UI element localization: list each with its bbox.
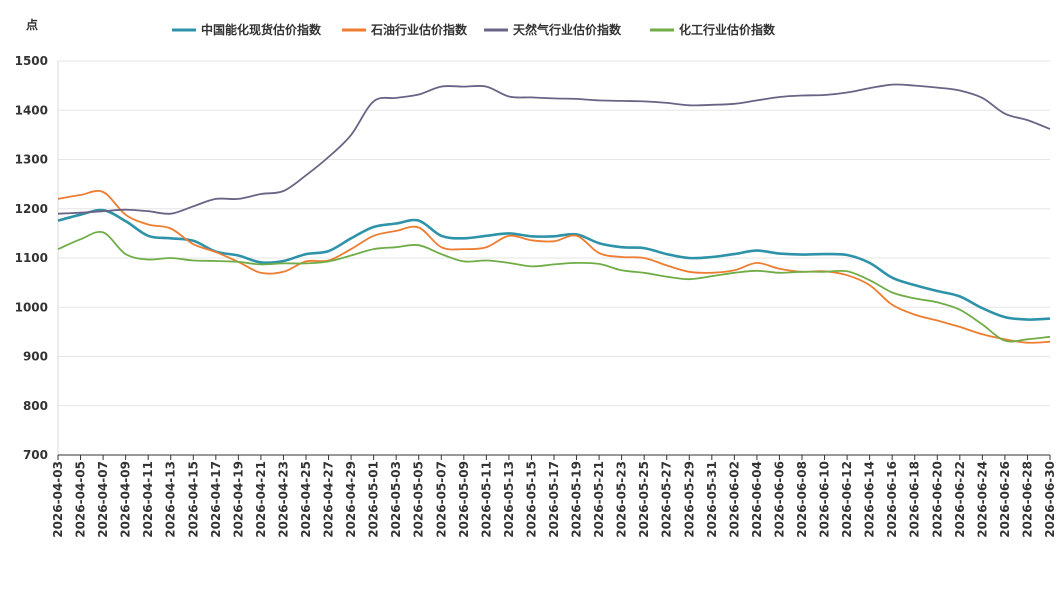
y-tick-label: 1100 bbox=[15, 251, 48, 265]
y-axis-unit-label: 点 bbox=[26, 17, 38, 32]
x-tick-label: 2026-06-26 bbox=[998, 461, 1012, 538]
x-axis: 2026-04-03 2026-04-05 2026-04-07 2026-04-09… bbox=[51, 61, 1057, 538]
x-tick-label: 2026-05-29 bbox=[682, 461, 696, 538]
x-tick-label: 2026-06-14 bbox=[863, 461, 877, 538]
x-tick-label: 2026-05-25 bbox=[637, 461, 651, 538]
x-tick-label: 2026-05-31 bbox=[705, 461, 719, 538]
x-tick-label: 2026-04-27 bbox=[322, 461, 336, 538]
x-tick-label: 2026-04-29 bbox=[344, 461, 358, 538]
x-tick-label: 2026-05-15 bbox=[524, 461, 538, 538]
x-tick-label: 2026-06-16 bbox=[885, 461, 899, 538]
y-tick-label: 900 bbox=[23, 350, 48, 364]
x-tick-label: 2026-06-24 bbox=[975, 461, 989, 538]
x-tick-label: 2026-06-06 bbox=[772, 461, 786, 538]
x-tick-label: 2026-05-05 bbox=[412, 461, 426, 538]
x-tick-label: 2026-05-23 bbox=[615, 461, 629, 538]
x-tick-label: 2026-05-13 bbox=[502, 461, 516, 538]
x-tick-label: 2026-06-18 bbox=[908, 461, 922, 538]
legend-label: 中国能化现货估价指数 bbox=[201, 22, 322, 37]
x-tick-label: 2026-05-03 bbox=[389, 461, 403, 538]
series-line bbox=[57, 230, 1051, 343]
y-axis-tick-labels: 1500 1400 1300 1200 1100 1000 900 800 700 bbox=[15, 54, 48, 462]
y-tick-label: 1200 bbox=[15, 202, 48, 216]
x-tick-label: 2026-04-03 bbox=[51, 461, 65, 538]
x-tick-label: 2026-05-07 bbox=[434, 461, 448, 538]
x-tick-label: 2026-06-08 bbox=[795, 461, 809, 538]
x-tick-label: 2026-04-05 bbox=[74, 461, 88, 538]
series-line bbox=[57, 208, 1051, 321]
x-tick-label: 2026-06-04 bbox=[750, 461, 764, 538]
x-tick-label: 2026-04-23 bbox=[276, 461, 290, 538]
chart-legend: 中国能化现货估价指数 石油行业估价指数 天然气行业估价指数 化工行业估价指数 bbox=[172, 22, 776, 37]
x-tick-label: 2026-05-21 bbox=[592, 461, 606, 538]
x-tick-label: 2026-05-17 bbox=[547, 461, 561, 538]
series-lines bbox=[57, 83, 1051, 344]
y-tick-label: 1300 bbox=[15, 153, 48, 167]
y-tick-label: 1400 bbox=[15, 103, 48, 117]
legend-label: 化工行业估价指数 bbox=[679, 22, 776, 37]
x-tick-label: 2026-06-12 bbox=[840, 461, 854, 538]
x-tick-label: 2026-04-13 bbox=[164, 461, 178, 538]
x-tick-label: 2026-05-11 bbox=[479, 461, 493, 538]
x-tick-label: 2026-04-15 bbox=[186, 461, 200, 538]
x-tick-label: 2026-04-07 bbox=[96, 461, 110, 538]
x-tick-label: 2026-05-19 bbox=[570, 461, 584, 538]
x-tick-label: 2026-06-30 bbox=[1043, 461, 1057, 538]
x-tick-label: 2026-06-02 bbox=[727, 461, 741, 538]
x-tick-label: 2026-04-25 bbox=[299, 461, 313, 538]
grid-lines bbox=[58, 60, 1050, 456]
x-tick-label: 2026-04-19 bbox=[231, 461, 245, 538]
x-tick-label: 2026-04-09 bbox=[119, 461, 133, 538]
x-tick-label: 2026-05-09 bbox=[457, 461, 471, 538]
x-tick-label: 2026-06-10 bbox=[818, 461, 832, 538]
x-tick-label: 2026-04-21 bbox=[254, 461, 268, 538]
y-tick-label: 1500 bbox=[15, 54, 48, 68]
series-line bbox=[57, 83, 1051, 215]
x-tick-label: 2026-04-11 bbox=[141, 461, 155, 538]
legend-label: 石油行业估价指数 bbox=[370, 22, 468, 37]
x-tick-label: 2026-05-01 bbox=[367, 461, 381, 538]
y-tick-label: 800 bbox=[23, 399, 48, 413]
y-tick-label: 1000 bbox=[15, 300, 48, 314]
legend-label: 天然气行业估价指数 bbox=[513, 22, 622, 37]
x-tick-label: 2026-04-17 bbox=[209, 461, 223, 538]
y-tick-label: 700 bbox=[23, 448, 48, 462]
x-tick-label: 2026-06-22 bbox=[953, 461, 967, 538]
series-line bbox=[57, 190, 1051, 344]
x-tick-label: 2026-05-27 bbox=[660, 461, 674, 538]
x-tick-label: 2026-06-20 bbox=[930, 461, 944, 538]
x-tick-label: 2026-06-28 bbox=[1020, 461, 1034, 538]
